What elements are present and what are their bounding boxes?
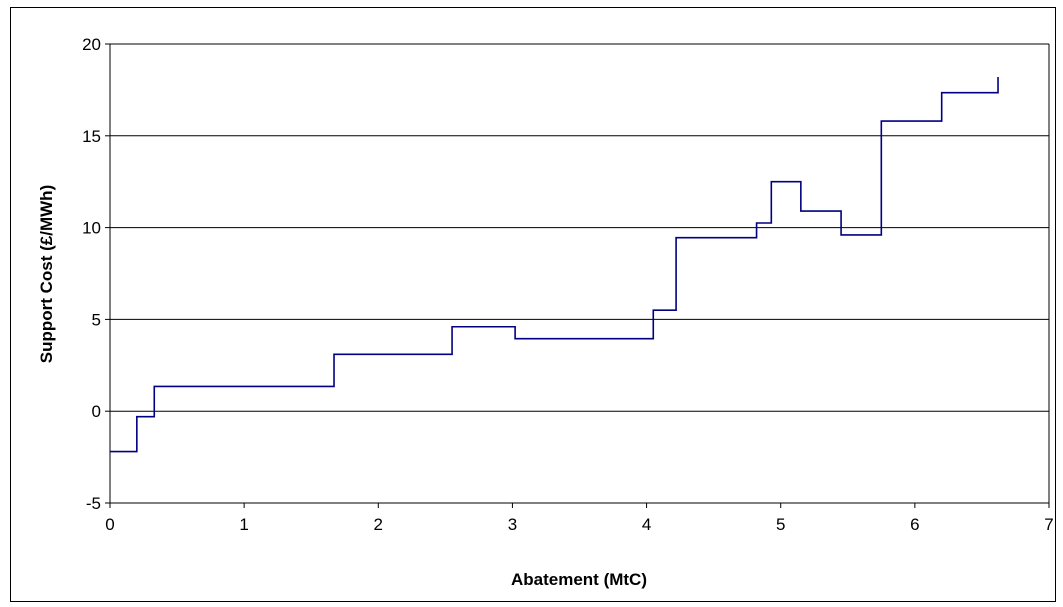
gridlines: [110, 43, 1049, 504]
y-tick-label-2: 5: [92, 310, 101, 329]
series-line-0: [110, 77, 999, 453]
x-tick-label-4: 4: [642, 515, 651, 534]
x-tick-label-5: 5: [776, 515, 785, 534]
x-tick-label-3: 3: [508, 515, 517, 534]
y-tick-label-3: 10: [82, 219, 101, 238]
series-lines: [110, 77, 999, 453]
x-axis-title: Abatement (MtC): [511, 570, 647, 589]
y-axis-title: Support Cost (£/MWh): [37, 185, 56, 363]
x-tick-label-0: 0: [105, 515, 114, 534]
x-tick-label-1: 1: [239, 515, 248, 534]
y-tick-label-5: 20: [82, 35, 101, 54]
y-tick-label-4: 15: [82, 127, 101, 146]
axes: [105, 43, 1050, 508]
x-tick-label-2: 2: [374, 515, 383, 534]
x-tick-label-6: 6: [910, 515, 919, 534]
y-tick-label-1: 0: [92, 402, 101, 421]
x-tick-label-7: 7: [1044, 515, 1053, 534]
y-tick-label-0: -5: [86, 494, 101, 513]
